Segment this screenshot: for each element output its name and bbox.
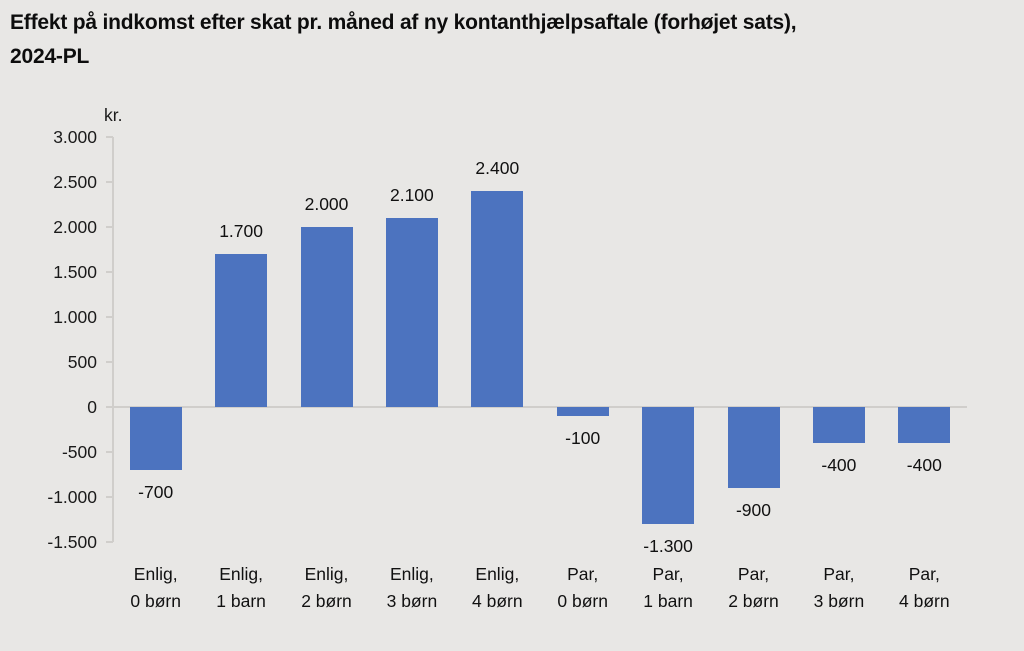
- y-axis-tick: [106, 271, 113, 273]
- bar-value-label: 1.700: [219, 221, 263, 241]
- y-axis-tick-label: 1.500: [53, 262, 97, 282]
- y-axis-tick: [106, 496, 113, 498]
- bar: [215, 254, 268, 407]
- y-axis-tick: [106, 541, 113, 543]
- bar: [385, 218, 438, 407]
- chart-title-line1: Effekt på indkomst efter skat pr. måned …: [10, 11, 797, 34]
- y-axis-tick-label: -1.000: [47, 487, 97, 507]
- bar: [556, 407, 609, 416]
- bar-value-label: 2.100: [389, 185, 434, 205]
- y-axis-tick-label: 3.000: [53, 127, 97, 147]
- category-label: Enlig, 2 børn: [301, 564, 352, 611]
- category-label: Par, 1 barn: [643, 564, 693, 611]
- bar-value-label: 2.000: [304, 194, 349, 214]
- y-axis-tick-label: 500: [67, 352, 97, 372]
- y-axis-line: [112, 137, 114, 542]
- y-axis-tick-label: 1.000: [53, 307, 97, 327]
- bar: [129, 407, 182, 470]
- y-axis-tick: [106, 361, 113, 363]
- y-axis-tick: [106, 451, 113, 453]
- category-label: Enlig, 3 børn: [386, 564, 438, 611]
- bar-value-label: -400: [821, 455, 857, 475]
- y-axis-tick: [106, 181, 113, 183]
- y-axis-unit-label: kr.: [104, 105, 123, 125]
- y-axis-tick: [106, 406, 113, 408]
- category-label: Par, 4 børn: [899, 564, 950, 611]
- chart-title-line2: 2024-PL: [10, 45, 90, 68]
- bar: [898, 407, 951, 443]
- bar-value-label: 2.400: [475, 158, 520, 178]
- category-label: Enlig, 4 børn: [472, 564, 523, 611]
- bar-value-label: -400: [906, 455, 942, 475]
- category-label: Enlig, 0 børn: [130, 564, 181, 611]
- y-axis-tick: [106, 226, 113, 228]
- category-label: Par, 2 børn: [728, 564, 779, 611]
- y-axis-tick-label: 0: [87, 397, 97, 417]
- bar-value-label: -900: [735, 500, 772, 520]
- bar-value-label: -700: [138, 482, 174, 502]
- bar: [471, 191, 524, 407]
- y-axis-tick: [106, 316, 113, 318]
- bar: [300, 227, 353, 407]
- zero-gridline: [113, 406, 967, 408]
- bar: [727, 407, 780, 488]
- bar-value-label: -1.300: [643, 536, 693, 556]
- chart-title: Effekt på indkomst efter skat pr. måned …: [10, 6, 990, 74]
- category-label: Enlig, 1 barn: [216, 564, 266, 611]
- y-axis-tick-label: 2.500: [53, 172, 97, 192]
- y-axis-tick-label: -1.500: [47, 532, 97, 552]
- bar-value-label: -100: [565, 428, 601, 448]
- y-axis-tick: [106, 136, 113, 138]
- y-axis-tick-label: 2.000: [53, 217, 97, 237]
- category-label: Par, 0 børn: [557, 564, 608, 611]
- y-axis-tick-label: -500: [61, 442, 97, 462]
- category-label: Par, 3 børn: [813, 564, 865, 611]
- bar: [812, 407, 865, 443]
- bar: [642, 407, 695, 524]
